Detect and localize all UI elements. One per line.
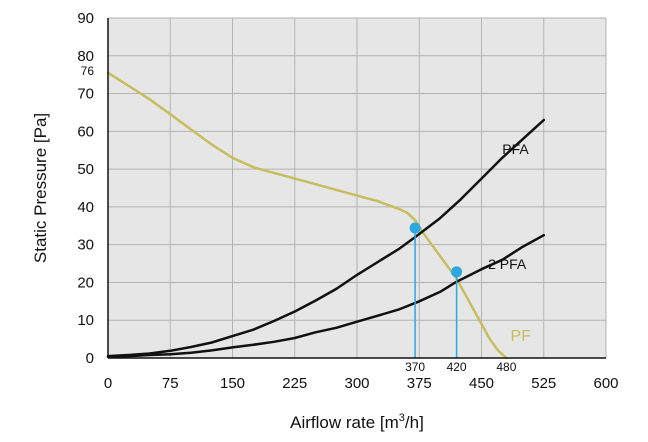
x-tick-label: 225 [282,375,307,392]
y-axis-title: Static Pressure [Pa] [31,113,50,263]
x-axis-title: Airflow rate [m3/h] [290,412,424,432]
x-tick-label: 150 [220,375,245,392]
x-tick-label: 450 [469,375,494,392]
x-tick-label: 375 [407,375,432,392]
x-tick-label: 600 [593,375,618,392]
x-tick-label: 75 [162,375,179,392]
y-tick-label: 20 [77,274,94,291]
y-tick-label: 80 [77,48,94,65]
y-tick-label: 30 [77,237,94,254]
series-line [106,118,546,358]
operating-point-label: 370 [405,360,425,374]
x-axis-title-superscript: 3 [399,412,405,424]
x-axis-title-tail: /h] [405,413,424,432]
operating-point-marker [451,266,463,278]
operating-point-label: 420 [447,360,467,374]
series-labels: PFA 2 PFA PF [488,141,531,345]
y-tick-label: 50 [77,161,94,178]
series-line [106,71,508,360]
x-tick-label: 0 [104,375,112,392]
y-tick-label: 90 [77,10,94,27]
series-lines [106,71,546,360]
y-tick-label-extra: 76 [81,64,95,78]
series-label: 2 PFA [488,256,527,272]
y-tick-label: 0 [86,350,94,367]
operating-points: 370 420 480 [405,222,517,374]
series-label: PFA [502,141,529,157]
operating-point-marker [409,222,421,234]
y-tick-label: 70 [77,86,94,103]
x-axis-title-main: Airflow rate [m [290,413,399,432]
max-flow-label: 480 [496,360,516,374]
series-label: PF [511,328,532,345]
y-tick-label: 60 [77,123,94,140]
x-tick-label: 525 [531,375,556,392]
y-tick-label: 10 [77,312,94,329]
axis-ticks: 0 75 150 225 300 375 450 525 600 0 10 20 30 40 50 60 70 8… [77,10,618,392]
y-tick-label: 40 [77,199,94,216]
x-tick-label: 300 [344,375,369,392]
series-line [106,233,546,359]
